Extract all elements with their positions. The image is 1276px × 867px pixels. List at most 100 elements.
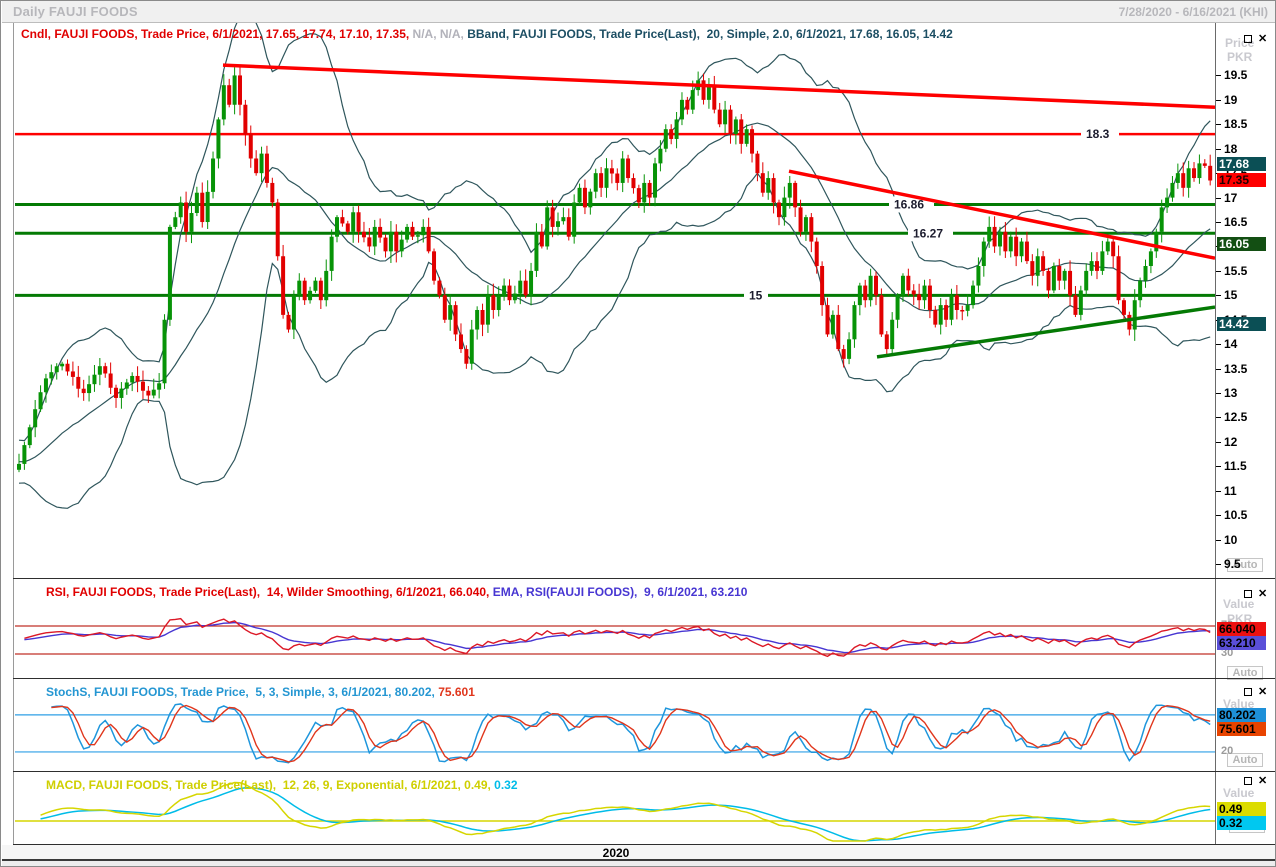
- maximize-icon[interactable]: [1244, 590, 1252, 598]
- time-axis-year-label: 2020: [602, 846, 630, 860]
- svg-text:16.86: 16.86: [894, 197, 924, 211]
- stoch-auto-scale-button[interactable]: Auto: [1227, 753, 1263, 767]
- indicator-axis-tick: 20: [1221, 744, 1234, 757]
- axis-tick-mark: [1216, 368, 1221, 370]
- xaxis-separator: [13, 844, 1275, 845]
- stoch-plot[interactable]: [1, 678, 1276, 771]
- axis-tick-mark: [1216, 393, 1221, 395]
- price-axis-tick: 11.5: [1224, 459, 1247, 474]
- close-icon[interactable]: ✕: [1258, 588, 1268, 600]
- axis-tick-mark: [1216, 148, 1221, 150]
- bottom-margin: [2, 861, 1275, 866]
- legend-text: 75.601: [438, 685, 475, 699]
- price-chart-plot[interactable]: 18.3 16.86 16.27 15: [1, 23, 1276, 578]
- axis-tick-mark: [1216, 344, 1221, 346]
- indicator-axis-tick: 30: [1221, 647, 1234, 659]
- rsi-axis-title: Value: [1223, 597, 1255, 611]
- rsi-auto-scale-button[interactable]: Auto: [1227, 666, 1263, 680]
- price-auto-scale-button[interactable]: Auto: [1227, 558, 1263, 572]
- stoch-legend[interactable]: StochS, FAUJI FOODS, Trade Price, 5, 3, …: [46, 685, 475, 699]
- legend-text: N/A, N/A,: [412, 27, 468, 41]
- maximize-icon[interactable]: [1244, 35, 1252, 43]
- stoch-panel-separator[interactable]: [13, 678, 1275, 679]
- price-axis-tick: 14: [1224, 337, 1238, 352]
- panel-left-border: [13, 23, 14, 844]
- maximize-icon[interactable]: [1244, 777, 1252, 785]
- price-axis-tick: 15.5: [1224, 263, 1248, 278]
- price-axis-tick: 10: [1224, 532, 1238, 547]
- axis-tick-mark: [1216, 417, 1221, 419]
- stoch-panel-buttons: ✕: [1244, 686, 1272, 699]
- title-bar[interactable]: Daily FAUJI FOODS 7/28/2020 - 6/16/2021 …: [2, 1, 1275, 23]
- date-range-label: 7/28/2020 - 6/16/2021 (KHI): [1118, 5, 1268, 19]
- price-axis-tick: 18.5: [1224, 117, 1248, 132]
- price-value-badge: 16.05: [1217, 237, 1266, 252]
- price-axis-tick: 12: [1224, 434, 1238, 449]
- macd-panel-separator[interactable]: [13, 771, 1275, 772]
- axis-tick-mark: [1216, 295, 1221, 297]
- price-axis-tick: 16.5: [1224, 215, 1248, 230]
- axis-tick-mark: [1216, 515, 1221, 517]
- price-legend[interactable]: Cndl, FAUJI FOODS, Trade Price, 6/1/2021…: [21, 27, 953, 41]
- axis-tick-mark: [1216, 539, 1221, 541]
- legend-text: RSI, FAUJI FOODS, Trade Price(Last), 14,…: [46, 585, 493, 599]
- maximize-icon[interactable]: [1244, 688, 1252, 696]
- macd-panel-buttons: ✕: [1244, 775, 1272, 788]
- rsi-value-badge: 66.040: [1217, 621, 1266, 636]
- rsi-panel-separator[interactable]: [13, 578, 1275, 579]
- rsi-legend[interactable]: RSI, FAUJI FOODS, Trade Price(Last), 14,…: [46, 585, 747, 599]
- macd-value-badge: 0.32: [1217, 815, 1266, 830]
- price-value-badge: 14.42: [1217, 316, 1266, 331]
- price-axis-title: Price: [1225, 36, 1255, 50]
- rsi-value-badge: 63.210: [1217, 635, 1266, 650]
- axis-tick-mark: [1216, 124, 1221, 126]
- price-value-badge: 17.68: [1217, 157, 1266, 172]
- axis-separator: [1215, 23, 1216, 844]
- close-icon[interactable]: ✕: [1258, 775, 1268, 787]
- legend-text: StochS, FAUJI FOODS, Trade Price, 5, 3, …: [46, 685, 439, 699]
- legend-text: EMA, RSI(FAUJI FOODS), 9, 6/1/2021, 63.2…: [492, 585, 748, 599]
- price-axis-tick: 12.5: [1224, 410, 1248, 425]
- legend-text: MACD, FAUJI FOODS, Trade Price(Last), 12…: [46, 778, 495, 792]
- price-axis-tick: 13: [1224, 386, 1238, 401]
- svg-text:15: 15: [749, 288, 763, 302]
- legend-text: Cndl, FAUJI FOODS, Trade Price, 6/1/2021…: [21, 27, 413, 41]
- price-axis-tick: 19.5: [1224, 68, 1248, 83]
- macd-value-badge: 0.49: [1217, 801, 1266, 816]
- axis-tick-mark: [1216, 490, 1221, 492]
- time-axis-strip[interactable]: [2, 845, 1275, 859]
- macd-legend[interactable]: MACD, FAUJI FOODS, Trade Price(Last), 12…: [46, 778, 518, 792]
- price-axis-tick: 17: [1224, 190, 1238, 205]
- close-icon[interactable]: ✕: [1258, 686, 1268, 698]
- axis-tick-mark: [1216, 564, 1221, 566]
- stoch-axis-title: Value: [1223, 697, 1255, 711]
- price-axis-tick: 9.5: [1224, 557, 1241, 572]
- axis-tick-mark: [1216, 75, 1221, 77]
- macd-axis-title: Value: [1223, 786, 1255, 800]
- axis-tick-mark: [1216, 441, 1221, 443]
- value-axis-column[interactable]: Price PKR Value PKR Value Value 19.5 19 18…: [1216, 23, 1275, 844]
- stoch-value-badge: 75.601: [1217, 721, 1266, 736]
- price-axis-unit: PKR: [1227, 50, 1253, 64]
- price-axis-tick: 10.5: [1224, 508, 1248, 523]
- axis-tick-mark: [1216, 270, 1221, 272]
- price-axis-tick: 15: [1224, 288, 1238, 303]
- price-axis-tick: 19: [1224, 92, 1238, 107]
- bottom-border: [2, 859, 1275, 861]
- rsi-plot[interactable]: [1, 578, 1276, 678]
- legend-text: BBand, FAUJI FOODS, Trade Price(Last), 2…: [467, 27, 953, 41]
- window-title: Daily FAUJI FOODS: [13, 4, 138, 19]
- axis-tick-mark: [1216, 222, 1221, 224]
- svg-text:16.27: 16.27: [913, 226, 943, 240]
- axis-tick-mark: [1216, 197, 1221, 199]
- close-icon[interactable]: ✕: [1258, 33, 1268, 45]
- macd-plot[interactable]: [1, 771, 1276, 844]
- price-axis-tick: 18: [1224, 141, 1238, 156]
- axis-tick-mark: [1216, 466, 1221, 468]
- price-value-badge: 17.35: [1217, 173, 1266, 188]
- price-axis-tick: 11: [1224, 483, 1237, 498]
- legend-text: 0.32: [494, 778, 518, 792]
- price-axis-tick: 13.5: [1224, 361, 1248, 376]
- rsi-panel-buttons: ✕: [1244, 588, 1272, 601]
